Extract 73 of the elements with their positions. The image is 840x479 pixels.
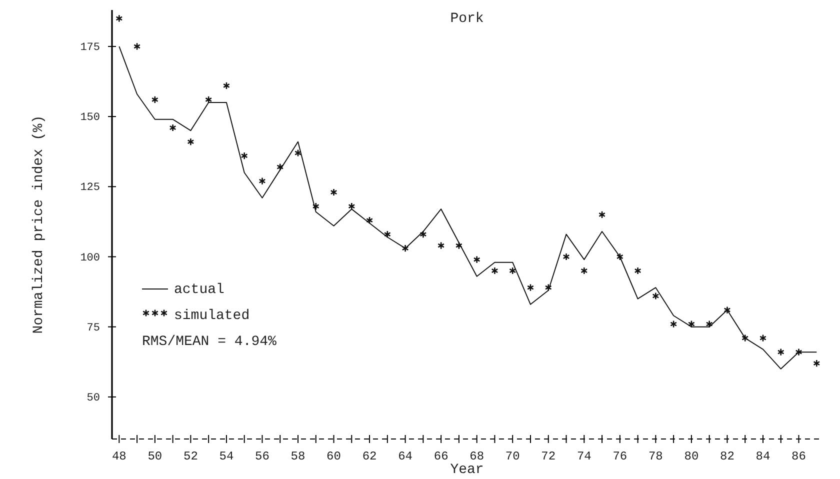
chart-title: Pork <box>450 11 484 27</box>
point <box>580 266 588 275</box>
x-tick-label: 78 <box>648 450 663 464</box>
point <box>616 252 624 261</box>
x-tick-label: 70 <box>505 450 520 464</box>
point <box>402 244 409 252</box>
point <box>652 292 660 300</box>
point <box>688 320 695 328</box>
point <box>348 202 356 210</box>
y-tick-label: 100 <box>80 252 100 264</box>
x-tick-label: 74 <box>576 450 592 464</box>
point <box>384 230 391 238</box>
point <box>294 149 302 157</box>
point <box>562 252 570 261</box>
point <box>491 266 498 275</box>
point <box>169 124 176 132</box>
x-tick-label: 56 <box>255 450 270 464</box>
annotation: RMS/MEAN = 4.94% <box>142 334 278 350</box>
point <box>706 320 713 328</box>
x-tick-label: 62 <box>362 450 377 464</box>
point <box>526 284 534 292</box>
point <box>724 306 731 314</box>
point <box>116 14 123 22</box>
x-axis-title: Year <box>450 462 484 478</box>
x-tick-label: 84 <box>756 450 770 464</box>
x-tick-label: 52 <box>183 450 198 464</box>
point <box>187 138 194 146</box>
x-tick-label: 48 <box>112 450 126 464</box>
point <box>222 82 230 90</box>
point <box>509 266 516 275</box>
point <box>438 242 445 250</box>
y-tick-label: 125 <box>80 182 100 194</box>
point <box>205 96 212 104</box>
x-tick-label: 64 <box>398 450 413 464</box>
legend-label: actual <box>174 282 224 298</box>
point <box>455 242 462 250</box>
point <box>598 210 606 219</box>
x-tick-label: 66 <box>434 450 448 464</box>
x-tick-label: 60 <box>326 450 341 464</box>
x-tick-label: 82 <box>720 450 734 464</box>
point <box>742 334 749 342</box>
y-axis-title: Normalized price index (%) <box>31 115 47 334</box>
point <box>276 163 284 171</box>
legend-label: simulated <box>174 308 250 324</box>
x-tick-label: 54 <box>219 450 234 464</box>
point <box>795 348 802 356</box>
x-tick-label: 80 <box>684 450 699 464</box>
point <box>777 348 784 356</box>
x-tick-label: 72 <box>541 450 556 464</box>
x-tick-label: 86 <box>792 450 806 464</box>
x-tick-label: 58 <box>290 450 306 464</box>
point <box>670 320 678 328</box>
point <box>544 284 552 292</box>
point <box>420 230 427 238</box>
point <box>240 152 248 160</box>
x-tick-label: 76 <box>612 450 628 464</box>
point <box>634 266 642 275</box>
y-tick-label: 50 <box>86 392 100 404</box>
point <box>151 96 158 104</box>
line-series <box>118 46 818 370</box>
point <box>134 42 141 50</box>
point <box>258 177 266 185</box>
point <box>473 256 480 264</box>
point <box>330 188 338 196</box>
x-tick-label: 50 <box>148 450 162 464</box>
point <box>312 202 320 210</box>
point <box>366 216 374 224</box>
point <box>813 359 820 368</box>
point <box>759 334 766 342</box>
y-tick-label: 175 <box>80 42 100 54</box>
x-tick-label: 68 <box>470 450 484 464</box>
y-tick-label: 150 <box>80 112 100 124</box>
y-tick-label: 75 <box>86 322 100 334</box>
